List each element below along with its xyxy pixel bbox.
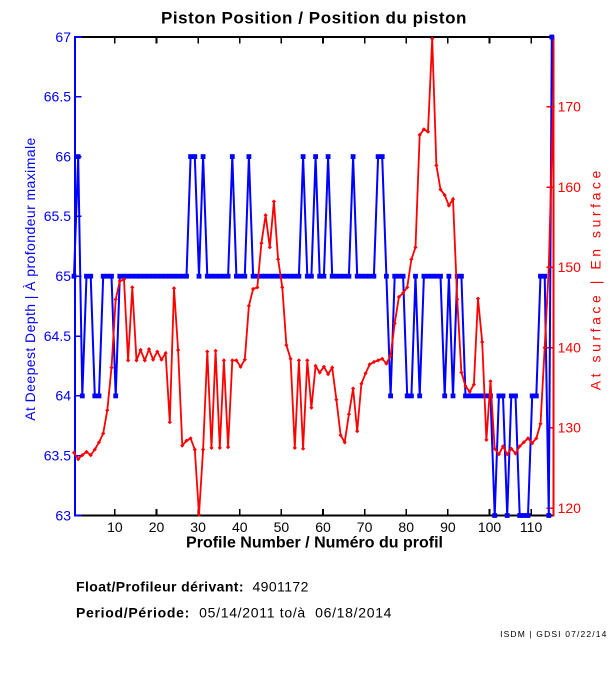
svg-text:67: 67 <box>55 29 71 45</box>
svg-text:20: 20 <box>149 519 165 535</box>
svg-text:140: 140 <box>558 339 582 355</box>
svg-text:65.5: 65.5 <box>44 208 71 224</box>
svg-text:10: 10 <box>107 519 123 535</box>
svg-text:30: 30 <box>190 519 206 535</box>
svg-text:60: 60 <box>315 519 331 535</box>
svg-text:66.5: 66.5 <box>44 89 71 105</box>
svg-text:130: 130 <box>558 420 582 436</box>
svg-text:Profile Number / Numéro du pro: Profile Number / Numéro du profil <box>186 535 443 552</box>
svg-text:At surface | En surface: At surface | En surface <box>588 167 604 390</box>
svg-text:Piston Position / Position du: Piston Position / Position du piston <box>161 9 467 28</box>
svg-text:80: 80 <box>398 519 414 535</box>
svg-text:66: 66 <box>55 148 71 164</box>
svg-text:64: 64 <box>55 388 71 404</box>
svg-text:50: 50 <box>274 519 290 535</box>
svg-text:Float/Profileur dérivant: 490: Float/Profileur dérivant: 4901172 <box>76 578 309 594</box>
svg-text:160: 160 <box>558 179 582 195</box>
svg-text:150: 150 <box>558 259 582 275</box>
svg-text:110: 110 <box>520 519 543 535</box>
svg-text:64.5: 64.5 <box>44 328 71 344</box>
svg-text:At Deepest Depth | À profondeu: At Deepest Depth | À profondeur maximale <box>22 137 38 420</box>
svg-text:170: 170 <box>558 99 582 115</box>
svg-text:120: 120 <box>558 500 582 516</box>
svg-text:63: 63 <box>55 507 71 523</box>
svg-text:90: 90 <box>440 519 456 535</box>
svg-text:100: 100 <box>478 519 502 535</box>
svg-text:70: 70 <box>357 519 373 535</box>
svg-text:40: 40 <box>232 519 248 535</box>
svg-text:63.5: 63.5 <box>44 448 71 464</box>
svg-text:ISDM | GDSI 07/22/14: ISDM | GDSI 07/22/14 <box>500 629 607 639</box>
svg-text:Period/Période: 05/14/2011 to: Period/Période: 05/14/2011 to/à 06/18/20… <box>76 605 392 621</box>
svg-text:65: 65 <box>55 268 71 284</box>
